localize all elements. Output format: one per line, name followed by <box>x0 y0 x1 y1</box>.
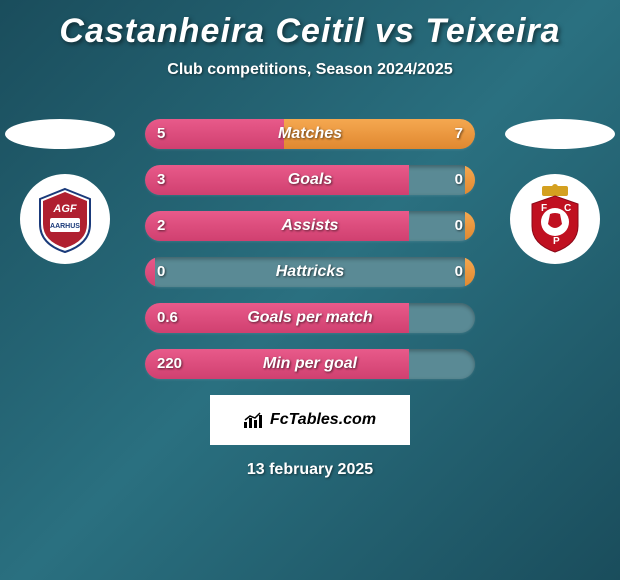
stat-row: Hattricks0 0 <box>145 257 475 287</box>
stat-label: Assists <box>145 211 475 241</box>
stat-right-value: 0 <box>455 257 463 287</box>
subtitle: Club competitions, Season 2024/2025 <box>0 61 620 79</box>
stat-label: Goals per match <box>145 303 475 333</box>
stat-right-value: 0 <box>455 165 463 195</box>
comparison-chart: AGF AARHUS F C P Matches57Goals30Assists… <box>0 119 620 379</box>
stat-row: Goals per match0.6 <box>145 303 475 333</box>
date-label: 13 february 2025 <box>0 461 620 479</box>
svg-text:AARHUS: AARHUS <box>50 223 80 230</box>
page-title: Castanheira Ceitil vs Teixeira <box>0 0 620 51</box>
right-player-shape <box>505 119 615 149</box>
stat-row: Min per goal220 <box>145 349 475 379</box>
stat-left-value: 3 <box>157 165 165 195</box>
chart-icon <box>244 412 264 428</box>
stat-left-value: 2 <box>157 211 165 241</box>
right-team-logo: F C P <box>510 174 600 264</box>
svg-text:AGF: AGF <box>52 203 77 215</box>
left-player-shape <box>5 119 115 149</box>
svg-text:C: C <box>564 203 571 214</box>
stat-left-value: 5 <box>157 119 165 149</box>
source-attribution: FcTables.com <box>210 395 410 445</box>
stat-right-value: 7 <box>455 119 463 149</box>
stat-row: Matches5 7 <box>145 119 475 149</box>
stat-row: Goals3 0 <box>145 165 475 195</box>
shield-icon: AGF AARHUS <box>30 184 100 254</box>
stat-bars: Matches57Goals30Assists20Hattricks00Goal… <box>145 119 475 379</box>
svg-text:F: F <box>541 203 547 214</box>
source-label: FcTables.com <box>270 411 376 429</box>
stat-right-value: 0 <box>455 211 463 241</box>
stat-left-value: 0 <box>157 257 165 287</box>
svg-text:P: P <box>553 236 560 247</box>
stat-label: Goals <box>145 165 475 195</box>
left-team-logo: AGF AARHUS <box>20 174 110 264</box>
stat-label: Min per goal <box>145 349 475 379</box>
stat-label: Matches <box>145 119 475 149</box>
stat-label: Hattricks <box>145 257 475 287</box>
stat-left-value: 0.6 <box>157 303 178 333</box>
stat-left-value: 220 <box>157 349 182 379</box>
shield-icon: F C P <box>520 184 590 254</box>
stat-row: Assists2 0 <box>145 211 475 241</box>
